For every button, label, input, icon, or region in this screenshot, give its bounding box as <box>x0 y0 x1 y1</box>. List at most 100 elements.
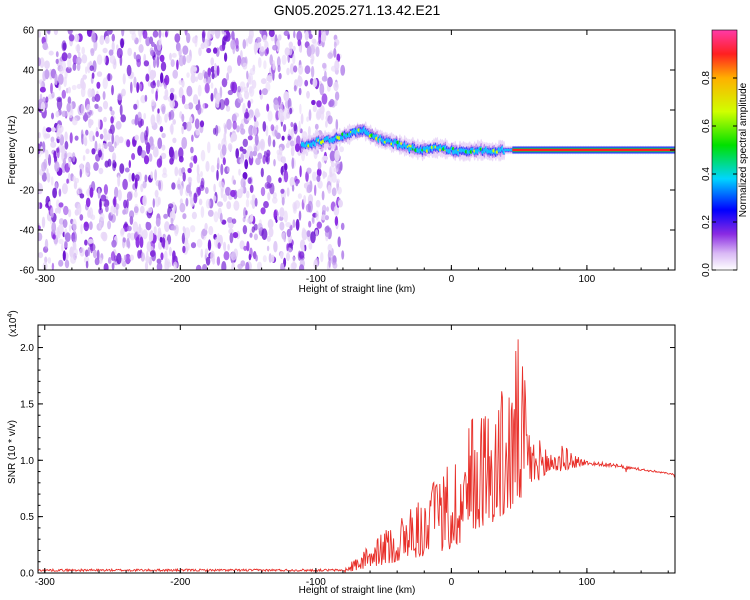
snr-y-tick-label: 0.5 <box>20 512 34 523</box>
spectrogram-noise-cell <box>290 121 294 128</box>
spectrogram-noise-cell <box>301 244 305 254</box>
spectrogram-noise-cell <box>290 262 297 270</box>
spectrogram-noise-cell <box>103 184 108 195</box>
spectrogram-noise-cell <box>73 241 77 251</box>
spectrogram-noise-cell <box>89 243 96 252</box>
spectrogram-noise-cell <box>102 91 106 100</box>
spectrogram-noise-cell <box>239 240 245 250</box>
spectrogram-noise-cell <box>247 177 252 185</box>
spectrogram-noise-cell <box>335 161 340 170</box>
spectrogram-noise-cell <box>295 218 300 231</box>
spectrogram-noise-cell <box>287 135 292 141</box>
spectrogram-noise-cell <box>194 37 198 48</box>
spectrogram-noise-cell <box>64 232 71 243</box>
spectrogram-noise-cell <box>262 255 267 263</box>
spectrogram-noise-cell <box>39 86 46 93</box>
colorbar-label: Normalized spectral amplitude <box>738 82 749 217</box>
spectrogram-noise-cell <box>98 143 101 151</box>
spectrogram-noise-cell <box>276 215 280 221</box>
spectrogram-noise-cell <box>277 64 281 73</box>
spectrogram-noise-cell <box>332 255 337 264</box>
spectrogram-noise-cell <box>156 56 160 68</box>
spectrogram-noise-cell <box>210 82 214 89</box>
spectrogram-noise-cell <box>138 44 144 53</box>
spectrogram-noise-cell <box>143 112 147 120</box>
spectrogram-noise-cell <box>318 32 322 45</box>
spectrogram-noise-cell <box>100 194 107 202</box>
spectrogram-noise-cell <box>264 150 267 158</box>
spectrogram-noise-cell <box>111 133 114 145</box>
spectrogram-noise-cell <box>208 225 214 236</box>
spectrogram-noise-cell <box>320 252 324 263</box>
spectrogram-noise-cell <box>308 220 312 228</box>
spectrogram-noise-cell <box>120 227 125 235</box>
spectrogram-noise-cell <box>89 109 94 116</box>
spectrogram-noise-cell <box>188 102 194 110</box>
spectrogram-noise-cell <box>102 77 108 90</box>
spectrogram-noise-cell <box>127 232 132 239</box>
spectrogram-noise-cell <box>66 102 71 113</box>
snr-scale-note: (x104) <box>7 310 19 337</box>
spectrogram-noise-cell <box>292 45 296 52</box>
colorbar-tick-label: 0.4 <box>701 167 712 181</box>
spectrogram-noise-cell <box>261 228 268 240</box>
spectrogram-noise-cell <box>219 212 223 223</box>
spectrogram-noise-cell <box>315 46 320 57</box>
spectrogram-noise-cell <box>332 262 338 269</box>
spectrogram-noise-cell <box>221 144 227 156</box>
spectrogram-noise-cell <box>81 81 86 91</box>
spectrogram-noise-cell <box>200 171 203 178</box>
spectrogram-noise-cell <box>191 199 194 206</box>
spectrogram-noise-cell <box>156 115 162 125</box>
spectrogram-noise-cell <box>86 103 91 113</box>
spectrogram-noise-cell <box>153 226 157 236</box>
spectrogram-noise-cell <box>295 180 299 187</box>
spectrogram-noise-cell <box>263 201 269 209</box>
spectrogram-noise-cell <box>170 217 174 225</box>
spectrogram-noise-cell <box>71 152 76 163</box>
spectrogram-noise-cell <box>268 30 275 38</box>
spectrogram-noise-cell <box>290 140 295 147</box>
spectrogram-noise-cell <box>171 52 177 58</box>
spectrogram-noise-cell <box>200 42 206 50</box>
spectrogram-noise-cell <box>298 251 305 259</box>
spectrogram-noise-cell <box>292 53 296 65</box>
spectrogram-noise-field <box>38 30 346 270</box>
spectrogram-noise-cell <box>227 65 233 74</box>
spectrogram-noise-cell <box>87 238 94 244</box>
spectrogram-noise-cell <box>341 250 345 260</box>
spectrogram-noise-cell <box>239 123 244 131</box>
spectrogram-noise-cell <box>314 184 317 196</box>
spectrogram-noise-cell <box>75 56 82 65</box>
spectrogram-x-ticks: -300 -200 -100 0 100 <box>35 30 669 285</box>
spectrogram-noise-cell <box>224 97 230 106</box>
spectrogram-noise-cell <box>255 254 258 262</box>
spectrogram-noise-cell <box>76 189 80 196</box>
spectrogram-noise-cell <box>168 246 172 257</box>
spectrogram-y-tick-label: -20 <box>20 186 35 197</box>
spectrogram-noise-cell <box>162 167 167 176</box>
spectrogram-noise-cell <box>110 205 114 216</box>
spectrogram-noise-cell <box>278 108 284 121</box>
spectrogram-noise-cell <box>289 107 293 115</box>
spectrogram-noise-cell <box>321 75 328 82</box>
spectrogram-noise-cell <box>237 55 242 67</box>
spectrogram-noise-cell <box>257 223 263 231</box>
spectrogram-noise-cell <box>291 184 295 192</box>
spectrogram-noise-cell <box>50 207 55 218</box>
spectrogram-noise-cell <box>103 263 109 270</box>
spectrogram-noise-cell <box>62 219 68 228</box>
spectrogram-noise-cell <box>281 196 285 206</box>
spectrogram-noise-cell <box>134 177 138 190</box>
spectrogram-noise-cell <box>145 222 152 231</box>
spectrogram-noise-cell <box>194 118 200 129</box>
spectrogram-y-tick-label: -40 <box>20 226 35 237</box>
spectrogram-noise-cell <box>134 134 139 141</box>
spectrogram-noise-cell <box>231 218 237 224</box>
spectrogram-noise-cell <box>165 31 168 38</box>
spectrogram-noise-cell <box>181 113 185 123</box>
spectrogram-noise-cell <box>67 86 71 94</box>
spectrogram-noise-cell <box>147 207 153 214</box>
spectrogram-noise-cell <box>96 249 100 261</box>
spectrogram-noise-cell <box>121 88 126 97</box>
